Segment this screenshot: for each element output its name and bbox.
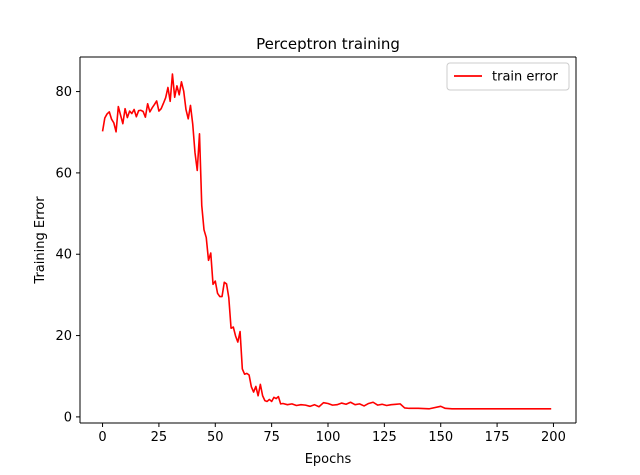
x-tick-label: 100 (316, 430, 341, 445)
y-ticks: 0 20 40 60 80 (55, 85, 80, 425)
y-tick-label: 40 (55, 248, 72, 263)
series-line-train-error (101, 73, 552, 410)
x-tick-label: 25 (151, 430, 168, 445)
legend: train error (446, 62, 570, 91)
x-tick-label: 200 (541, 430, 566, 445)
y-tick-label: 60 (55, 166, 72, 181)
x-tick-label: 150 (428, 430, 453, 445)
x-tick-label: 75 (263, 430, 280, 445)
plot-area (80, 57, 576, 423)
chart-title: Perceptron training (256, 35, 400, 53)
y-tick-label: 20 (55, 329, 72, 344)
x-tick-label: 0 (98, 430, 106, 445)
x-tick-label: 50 (207, 430, 224, 445)
y-axis-label: Training Error (33, 196, 48, 285)
series-layer (101, 73, 552, 410)
legend-label: train error (492, 70, 559, 85)
y-tick-label: 80 (55, 85, 72, 100)
legend-box (446, 62, 570, 91)
x-tick-label: 175 (485, 430, 510, 445)
y-tick-label: 0 (64, 410, 72, 425)
x-tick-label: 125 (372, 430, 397, 445)
x-axis-label: Epochs (305, 452, 352, 467)
x-ticks: 0 25 50 75 100 125 150 175 200 (98, 423, 566, 445)
